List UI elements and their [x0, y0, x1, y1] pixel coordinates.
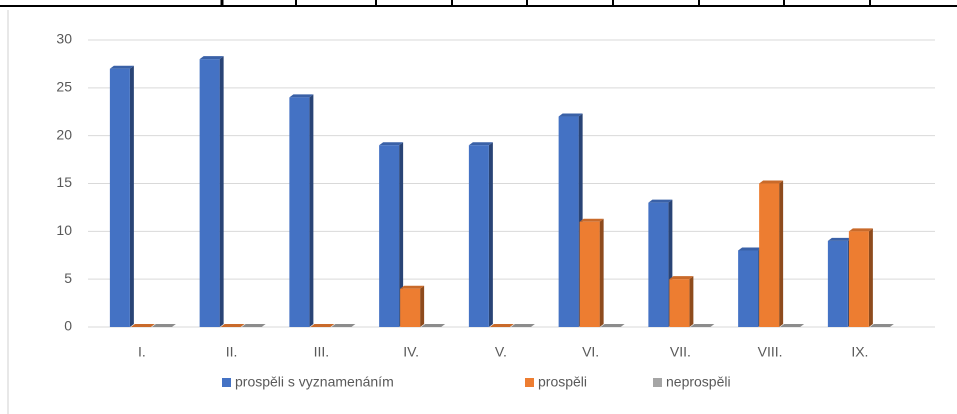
bar-depth [779, 180, 784, 327]
bar-top [379, 142, 404, 146]
y-tick-label: 30 [56, 31, 72, 47]
bar [669, 279, 690, 327]
legend-label: prospěli [538, 374, 587, 390]
bar-top [579, 218, 604, 222]
bar-depth [309, 94, 314, 328]
x-tick-label: III. [314, 344, 330, 360]
bar [848, 231, 869, 327]
bar-top [848, 228, 873, 232]
bar-top [690, 324, 715, 327]
bar-top [780, 324, 805, 327]
x-tick-label: I. [138, 344, 146, 360]
x-tick-label: VI. [582, 344, 599, 360]
bar-top [869, 324, 894, 327]
bar-top [151, 324, 176, 327]
x-tick-label: V. [495, 344, 507, 360]
bar-depth [420, 285, 425, 327]
bar [199, 59, 220, 328]
y-tick-label: 15 [56, 174, 72, 190]
y-tick-label: 25 [56, 79, 72, 95]
x-tick-label: II. [226, 344, 238, 360]
y-tick-label: 5 [64, 270, 72, 286]
bar-top [827, 237, 852, 241]
bar-depth [599, 218, 604, 327]
bar-top [600, 324, 625, 327]
bar-top [109, 65, 134, 69]
bar [827, 240, 848, 327]
bar [379, 145, 400, 327]
bar-top [738, 247, 763, 251]
bar [109, 68, 130, 327]
legend-swatch [525, 378, 534, 387]
bar [579, 221, 600, 327]
bar [759, 183, 780, 327]
bar-top [331, 324, 356, 327]
bar-top [400, 285, 425, 289]
bar-top [220, 324, 245, 327]
bar-top [489, 324, 514, 327]
bar-top [759, 180, 784, 184]
bar-top [468, 142, 493, 146]
bar-depth [129, 65, 134, 327]
legend-swatch [222, 378, 231, 387]
table-border [0, 0, 957, 7]
bar [558, 116, 579, 328]
bar-top [421, 324, 446, 327]
bar [648, 202, 669, 327]
bar-depth [219, 56, 224, 328]
bar-depth [868, 228, 873, 327]
bar-depth [488, 142, 493, 327]
legend-label: neprospěli [666, 374, 731, 390]
bar [289, 97, 310, 328]
bar-top [648, 199, 673, 203]
bar-top [510, 324, 535, 327]
bar-depth [399, 142, 404, 327]
y-tick-label: 20 [56, 126, 72, 142]
legend-label: prospěli s vyznamenáním [235, 374, 394, 390]
y-tick-label: 10 [56, 222, 72, 238]
bar-top [130, 324, 155, 327]
x-tick-label: VII. [670, 344, 691, 360]
legend-swatch [653, 378, 662, 387]
x-tick-label: VIII. [758, 344, 783, 360]
bar-top [310, 324, 335, 327]
x-tick-label: IX. [851, 344, 868, 360]
bar-top [669, 276, 694, 280]
x-tick-label: IV. [403, 344, 419, 360]
bar-top [199, 56, 224, 60]
y-tick-label: 0 [64, 318, 72, 334]
bar [738, 250, 759, 327]
bar-top [289, 94, 314, 98]
bar [400, 288, 421, 327]
bar-top [558, 113, 583, 117]
bar-top [241, 324, 266, 327]
bar [468, 145, 489, 327]
bar-depth [689, 276, 694, 327]
